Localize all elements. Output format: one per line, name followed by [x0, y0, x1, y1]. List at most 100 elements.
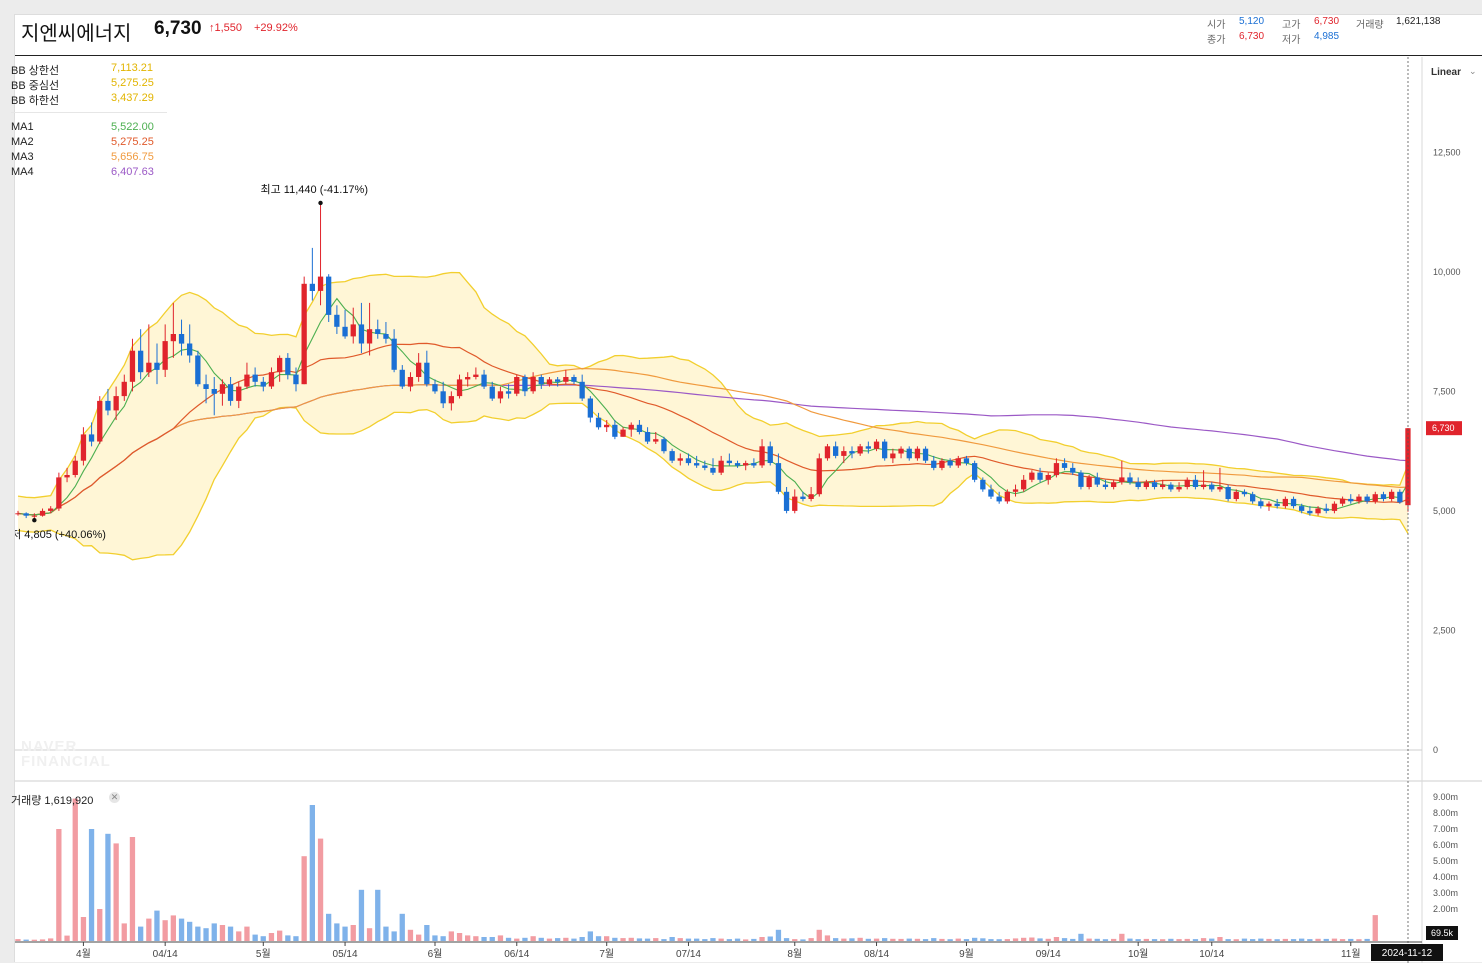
candle	[865, 441, 871, 454]
legend-bb-lower-value: 3,437.29	[111, 92, 154, 104]
volume-bar	[849, 938, 855, 941]
candle	[824, 443, 831, 461]
candle-body	[579, 381, 585, 399]
candle	[203, 374, 209, 404]
candle-body	[252, 374, 258, 382]
volume-bar	[416, 934, 422, 941]
candle	[653, 431, 659, 444]
chart-window: 지엔씨에너지 6,730 ↑1,550 +29.92% 시가 5,120 고가 …	[11, 14, 1482, 963]
candle-body	[669, 451, 675, 461]
volume-bar	[1004, 939, 1010, 941]
candle	[178, 319, 185, 356]
volume-bar	[309, 805, 315, 941]
volume-bar	[751, 938, 757, 941]
candle	[1160, 479, 1166, 490]
candle	[121, 374, 127, 401]
chevron-down-icon[interactable]: ⌄	[1469, 66, 1477, 76]
candle	[571, 374, 577, 385]
price-tick-label: 5,000	[1433, 506, 1456, 516]
candle	[1258, 498, 1264, 509]
candle-body	[906, 448, 912, 459]
candle-body	[227, 384, 234, 401]
candle	[1021, 475, 1027, 492]
candle	[236, 381, 242, 409]
candle-body	[268, 372, 275, 387]
volume-bar	[1339, 939, 1346, 941]
candle	[334, 305, 340, 334]
legend-ma2: MA2	[11, 136, 34, 148]
legend-ma1-value: 5,522.00	[111, 121, 154, 133]
volume-bar	[64, 935, 70, 941]
volume-bar	[1241, 938, 1248, 941]
candle-body	[1274, 503, 1280, 507]
candle-body	[113, 396, 119, 411]
volume-bar	[1078, 933, 1084, 941]
volume-bar	[440, 936, 446, 941]
volume-bar	[890, 938, 896, 941]
price-change: ↑1,550	[209, 22, 242, 34]
candle	[841, 446, 847, 464]
candle	[1348, 494, 1354, 504]
volume-bar	[358, 889, 365, 941]
volume-bar	[1282, 938, 1288, 941]
volume-bar	[481, 937, 487, 941]
candle-body	[1241, 491, 1248, 495]
price-change-percent: +29.92%	[254, 22, 298, 34]
candle-body	[195, 355, 201, 385]
candle	[1176, 482, 1182, 492]
candle	[857, 443, 863, 456]
candle-body	[350, 324, 356, 337]
candle-body	[448, 396, 454, 404]
scale-selector[interactable]: Linear	[1431, 67, 1462, 78]
volume-bar	[1070, 938, 1076, 941]
volume-bar	[121, 923, 127, 941]
volume-bar	[1225, 939, 1231, 941]
candle-body	[80, 434, 87, 461]
volume-bar	[113, 843, 119, 941]
candle-body	[1389, 491, 1395, 499]
volume-bar	[375, 889, 381, 941]
legend-divider	[11, 112, 167, 113]
candle-body	[432, 384, 438, 392]
time-tick-label: 4월	[76, 948, 91, 960]
volume-bar	[334, 923, 340, 941]
volume-bar	[1233, 939, 1239, 941]
candle-body	[334, 314, 340, 327]
candle	[23, 512, 29, 519]
candle-body	[1266, 503, 1272, 507]
candle	[285, 353, 291, 380]
candle	[612, 420, 618, 440]
volume-bar	[162, 920, 168, 941]
volume-bar	[857, 937, 863, 941]
candle	[620, 427, 626, 437]
volume-bar	[710, 938, 716, 941]
candle-body	[783, 491, 790, 511]
candle	[416, 353, 422, 382]
candle	[72, 455, 78, 478]
price-chart[interactable]: 최고 11,440 (-41.17%) 최저 4,805 (+40.06%) 12,…	[15, 15, 1482, 963]
close-icon[interactable]: ✕	[109, 792, 120, 803]
candle-body	[473, 374, 479, 377]
time-tick-label: 06/14	[504, 949, 529, 960]
candle-body	[1364, 496, 1370, 502]
candle	[595, 412, 602, 430]
volume-tick-label: 6.00m	[1433, 840, 1458, 850]
candle	[792, 489, 798, 514]
candle-body	[1061, 463, 1068, 468]
volume-bar	[980, 938, 986, 941]
candle	[996, 491, 1002, 504]
candle-body	[546, 379, 553, 385]
candle-body	[1184, 479, 1190, 487]
candle-body	[170, 334, 176, 342]
candle	[767, 441, 773, 466]
candle	[1331, 501, 1338, 514]
volume-bar	[939, 938, 945, 941]
candle	[252, 367, 258, 387]
volume-bar	[743, 939, 749, 941]
time-tick-label: 04/14	[153, 949, 178, 960]
volume-bar	[963, 939, 970, 941]
candle-body	[88, 434, 95, 442]
candle-body	[694, 463, 700, 466]
candle-body	[1372, 494, 1378, 502]
volume-bar	[293, 936, 299, 941]
